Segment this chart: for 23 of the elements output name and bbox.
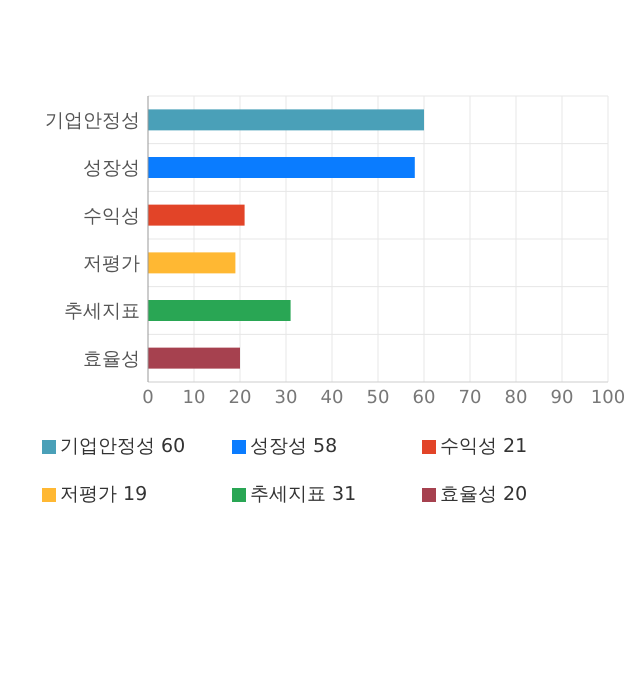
x-tick-label: 20 [228, 386, 252, 408]
y-tick-label: 저평가 [83, 252, 140, 275]
x-tick-label: 10 [182, 386, 206, 408]
x-tick-label: 80 [504, 386, 528, 408]
x-tick-label: 60 [412, 386, 436, 408]
legend-label: 효율성 20 [440, 483, 528, 505]
x-tick-label: 70 [458, 386, 482, 408]
y-tick-label: 효율성 [83, 348, 140, 370]
x-tick-label: 40 [320, 386, 344, 408]
y-tick-label: 추세지표 [64, 300, 140, 322]
x-tick-label: 0 [142, 386, 154, 408]
y-tick-label: 성장성 [83, 157, 140, 180]
legend-label: 성장성 58 [250, 435, 338, 457]
legend-label: 기업안정성 60 [60, 435, 186, 457]
x-tick-label: 50 [366, 386, 390, 408]
y-tick-label: 수익성 [83, 204, 140, 227]
x-tick-label: 30 [274, 386, 298, 408]
legend-label: 추세지표 31 [250, 483, 356, 505]
x-tick-label: 90 [550, 386, 574, 408]
legend-label: 저평가 19 [60, 483, 148, 505]
y-tick-label: 기업안정성 [45, 110, 140, 132]
legend-label: 수익성 21 [440, 435, 528, 457]
x-tick-label: 100 [590, 386, 626, 408]
